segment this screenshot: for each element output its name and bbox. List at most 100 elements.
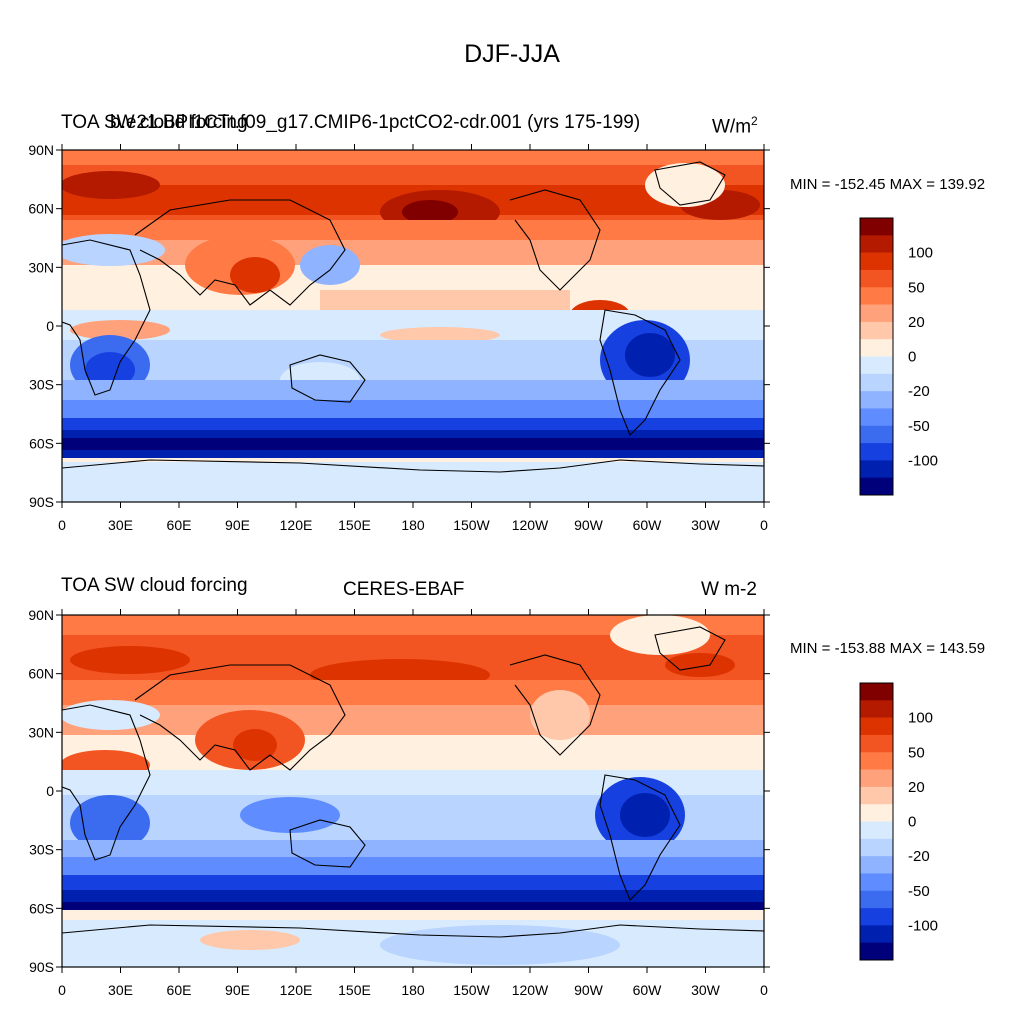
colorbar-swatch-obs [860, 717, 893, 736]
colorbar-swatch-model [860, 269, 893, 288]
colorbar-swatch-obs [860, 856, 893, 874]
lon-label-model: 0 [760, 517, 768, 533]
colorbar-label-obs: 100 [908, 710, 933, 727]
colorbar-swatch-model [860, 373, 893, 392]
colorbar-label-model: 100 [908, 245, 933, 262]
colorbar-frame-obs [859, 682, 894, 961]
colorbar-swatch-model [860, 477, 893, 496]
colorbar-swatch-model [860, 425, 893, 444]
colorbar-label-model: -20 [908, 383, 930, 400]
colorbar-swatch-model [860, 321, 893, 340]
lat-label-model: 30S [29, 377, 54, 393]
lon-label-model: 180 [401, 517, 425, 533]
colorbar-swatch-model [860, 391, 893, 409]
colorbar-swatch-obs [860, 908, 893, 926]
lat-label-obs: 30N [28, 724, 54, 740]
colorbar-swatch-obs [860, 786, 893, 805]
lon-label-model: 90E [225, 517, 250, 533]
lat-label-model: 60N [28, 201, 54, 217]
lat-label-model: 90N [28, 142, 54, 158]
colorbar-label-obs: 50 [908, 744, 925, 761]
panel-model-left-title: TOA SW cloud forcing [61, 112, 248, 133]
colorbar-swatch-obs [860, 942, 893, 961]
panel-model-center-title: b.e21.BPI1CTt.f09_g17.CMIP6-1pctCO2-cdr.… [110, 112, 641, 133]
figure-title: DJF-JJA [464, 40, 560, 68]
lon-label-obs: 180 [401, 982, 425, 998]
colorbar-swatch-model [860, 235, 893, 253]
lon-label-obs: 60W [633, 982, 663, 998]
colorbar-swatch-obs [860, 734, 893, 753]
panel-model-min-max: MIN = -152.45 MAX = 139.92 [790, 176, 986, 193]
panel-obs-min-max: MIN = -153.88 MAX = 143.59 [790, 640, 986, 657]
lon-label-model: 60E [167, 517, 192, 533]
colorbar-swatch-model [860, 356, 893, 375]
lat-label-model: 60S [29, 435, 54, 451]
panel-model-units: W/m2 [712, 114, 758, 138]
colorbar-swatch-obs [860, 925, 893, 943]
colorbar-label-obs: -20 [908, 848, 930, 865]
lon-label-obs: 30E [108, 982, 133, 998]
map-field-model [62, 150, 764, 502]
lon-label-model: 30W [691, 517, 721, 533]
map-field-obs [62, 615, 764, 967]
panel-obs: TOA SW cloud forcing CERES-EBAF W m-2 MI… [0, 565, 1024, 1035]
colorbar-swatch-obs [860, 752, 893, 770]
panel-model: TOA SW cloud forcing b.e21.BPI1CTt.f09_g… [0, 100, 1024, 570]
lon-label-obs: 30W [691, 982, 721, 998]
lon-label-obs: 120E [280, 982, 313, 998]
colorbar-swatch-obs [860, 769, 893, 788]
colorbar-label-obs: 20 [908, 779, 925, 796]
lon-label-model: 150W [453, 517, 490, 533]
colorbar-label-obs: -50 [908, 883, 930, 900]
colorbar-label-obs: 0 [908, 814, 916, 831]
lon-label-model: 120E [280, 517, 313, 533]
lat-label-obs: 30S [29, 842, 54, 858]
lon-label-obs: 120W [512, 982, 549, 998]
colorbar-swatch-model [860, 339, 893, 357]
lon-label-model: 150E [338, 517, 371, 533]
colorbar-swatch-obs [860, 700, 893, 718]
lat-label-model: 0 [46, 318, 54, 334]
lat-label-obs: 60S [29, 900, 54, 916]
colorbar-swatch-model [860, 287, 893, 305]
colorbar-swatch-model [860, 408, 893, 427]
colorbar-swatch-obs [860, 821, 893, 840]
colorbar-frame-model [859, 217, 894, 496]
lon-label-obs: 0 [58, 982, 66, 998]
lon-label-obs: 90E [225, 982, 250, 998]
lat-label-obs: 0 [46, 783, 54, 799]
colorbar-swatch-model [860, 460, 893, 478]
lon-label-obs: 90W [574, 982, 604, 998]
lon-label-model: 120W [512, 517, 549, 533]
colorbar-swatch-model [860, 218, 893, 236]
lon-label-obs: 150E [338, 982, 371, 998]
lon-label-obs: 0 [760, 982, 768, 998]
colorbar-label-model: -100 [908, 452, 938, 469]
coastlines-obs [62, 626, 764, 938]
colorbar-swatch-obs [860, 683, 893, 701]
lon-label-obs: 150W [453, 982, 490, 998]
lon-label-model: 30E [108, 517, 133, 533]
colorbar-swatch-model [860, 252, 893, 271]
lon-label-model: 0 [58, 517, 66, 533]
panel-obs-center-title: CERES-EBAF [343, 579, 465, 600]
lon-label-obs: 60E [167, 982, 192, 998]
colorbar-model: 100 50 20 0 -20 -50 -100 [859, 217, 938, 496]
colorbar-swatch-obs [860, 838, 893, 857]
colorbar-obs: 100 50 20 0 -20 -50 -100 [859, 682, 938, 961]
lon-label-model: 60W [633, 517, 663, 533]
colorbar-swatch-obs [860, 873, 893, 892]
lat-label-obs: 90S [29, 959, 54, 975]
panel-obs-left-title: TOA SW cloud forcing [61, 575, 248, 596]
colorbar-label-model: 50 [908, 279, 925, 296]
lat-label-obs: 60N [28, 666, 54, 682]
lat-label-obs: 90N [28, 607, 54, 623]
coastlines-model [62, 161, 764, 473]
lat-label-model: 90S [29, 494, 54, 510]
lat-label-model: 30N [28, 259, 54, 275]
colorbar-swatch-obs [860, 890, 893, 909]
panel-obs-units: W m-2 [701, 579, 757, 600]
